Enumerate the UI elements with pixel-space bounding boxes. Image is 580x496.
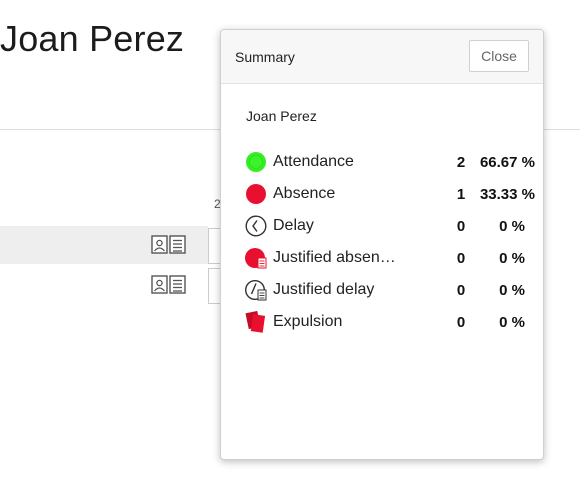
stat-label: Justified absen… — [273, 249, 396, 266]
summary-popover: Summary Close Joan Perez Attendance 2 66… — [220, 29, 544, 460]
stat-row-justified-delay: Justified delay 0 0 % — [245, 274, 535, 306]
stat-count: 2 — [456, 153, 466, 171]
stat-label: Delay — [273, 217, 314, 234]
table-cell[interactable] — [208, 268, 221, 304]
stat-row-attendance: Attendance 2 66.67 % — [245, 146, 535, 178]
popover-header: Summary Close — [221, 30, 543, 84]
stat-percent: 0 % — [499, 217, 525, 235]
close-button[interactable]: Close — [469, 40, 529, 72]
stat-percent: 0 % — [499, 313, 525, 331]
contact-card-icon — [151, 235, 186, 254]
column-header-hint: 2 — [214, 197, 221, 211]
stat-count: 0 — [456, 217, 466, 235]
stat-count: 0 — [456, 313, 466, 331]
stat-percent: 66.67 % — [479, 153, 535, 171]
page-title: Joan Perez — [0, 18, 185, 59]
contact-card-icon — [151, 275, 186, 294]
stat-label: Justified delay — [273, 281, 375, 298]
clock-icon — [245, 215, 267, 237]
red-card-icon — [245, 311, 267, 333]
clock-document-icon — [245, 279, 267, 301]
student-name: Joan Perez — [246, 108, 317, 124]
stat-row-absence: Absence 1 33.33 % — [245, 178, 535, 210]
stat-count: 0 — [456, 249, 466, 267]
stat-percent: 0 % — [499, 281, 525, 299]
stat-percent: 33.33 % — [479, 185, 535, 203]
stat-count: 0 — [456, 281, 466, 299]
stat-count: 1 — [456, 185, 466, 203]
student-card-button[interactable] — [151, 233, 187, 257]
stat-label: Attendance — [273, 153, 354, 170]
stat-label: Expulsion — [273, 313, 343, 330]
stat-row-justified-absence: Justified absen… 0 0 % — [245, 242, 535, 274]
red-dot-icon — [245, 183, 267, 205]
red-dot-document-icon — [245, 247, 267, 269]
stat-percent: 0 % — [499, 249, 525, 267]
green-dot-icon — [245, 151, 267, 173]
popover-title: Summary — [235, 49, 295, 65]
table-cell[interactable] — [208, 228, 221, 264]
stat-row-expulsion: Expulsion 0 0 % — [245, 306, 535, 338]
stat-label: Absence — [273, 185, 336, 202]
stat-row-delay: Delay 0 0 % — [245, 210, 535, 242]
student-card-button[interactable] — [151, 273, 187, 297]
stats-list: Attendance 2 66.67 % Absence 1 33.33 % D… — [245, 146, 535, 338]
